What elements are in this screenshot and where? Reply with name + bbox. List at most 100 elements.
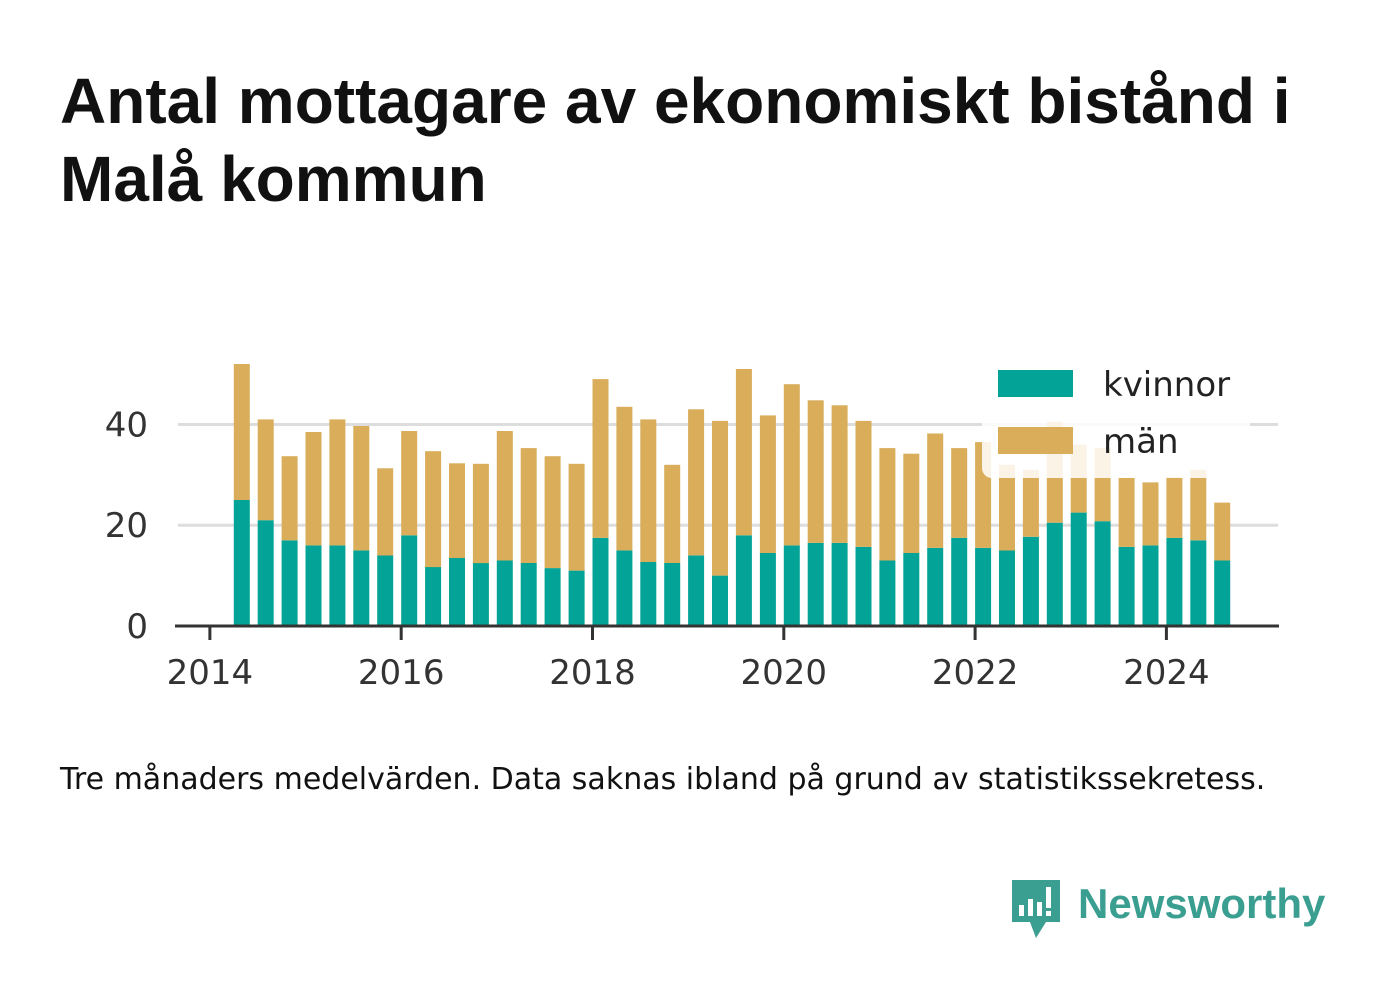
chart-title: Antal mottagare av ekonomiskt bistånd i … — [60, 65, 1291, 215]
bar-man — [903, 453, 920, 553]
bar-man — [927, 433, 944, 548]
bar-man — [879, 448, 896, 561]
bar-man — [1118, 477, 1135, 547]
x-tick-label: 2022 — [932, 653, 1019, 693]
bar-man — [688, 409, 705, 556]
bar-kvinnor — [927, 547, 944, 626]
bar-kvinnor — [664, 563, 681, 626]
bar-kvinnor — [688, 555, 705, 626]
bar-kvinnor — [1022, 536, 1039, 626]
bar-man — [783, 384, 800, 546]
legend-swatch-man — [998, 427, 1073, 454]
bar-man — [377, 468, 394, 556]
bar-kvinnor — [520, 563, 537, 626]
bar-man — [592, 379, 609, 538]
x-tick-label: 2020 — [741, 653, 828, 693]
stacked-bar-chart: 0 20 40 2014 2016 2018 2020 2022 2024 kvinnor mä… — [104, 356, 1279, 693]
bar-man — [472, 463, 489, 564]
bar-kvinnor — [401, 535, 418, 626]
bar-man — [1190, 469, 1207, 541]
bar-man — [233, 364, 250, 500]
bar-man — [281, 456, 298, 541]
bar-kvinnor — [472, 563, 489, 626]
bar-man — [759, 415, 776, 553]
bar-kvinnor — [951, 537, 968, 626]
bar-kvinnor — [425, 567, 442, 626]
bar-man — [568, 463, 585, 571]
bar-man — [616, 406, 633, 551]
bar-kvinnor — [1214, 560, 1231, 626]
bar-man — [664, 464, 681, 563]
bar-kvinnor — [1046, 522, 1063, 626]
bar-man — [257, 419, 274, 521]
newsworthy-logo: Newsworthy — [1010, 878, 1325, 940]
bar-kvinnor — [999, 550, 1015, 626]
legend: kvinnor män — [982, 356, 1250, 478]
bar-kvinnor — [568, 570, 585, 626]
bar-man — [735, 369, 752, 536]
x-tick-label: 2018 — [549, 653, 636, 693]
bar-kvinnor — [903, 552, 920, 626]
x-tick-label: 2024 — [1123, 653, 1210, 693]
y-tick-label: 20 — [105, 506, 148, 546]
legend-label-man: män — [1103, 422, 1179, 462]
legend-label-kvinnor: kvinnor — [1103, 365, 1230, 405]
bar-kvinnor — [592, 537, 609, 626]
bar-kvinnor — [449, 558, 465, 626]
bar-kvinnor — [831, 542, 848, 626]
y-axis-ticks: 0 20 40 — [105, 405, 148, 647]
bar-kvinnor — [544, 568, 561, 626]
bar-man — [640, 419, 657, 562]
bar-kvinnor — [305, 545, 322, 626]
bar-kvinnor — [377, 555, 394, 626]
bar-kvinnor — [783, 545, 800, 626]
bar-man — [425, 451, 442, 568]
newsworthy-bar-chart-speech-bubble-icon — [1012, 880, 1060, 938]
bar-man — [712, 420, 728, 576]
bar-kvinnor — [759, 552, 776, 626]
bar-kvinnor — [1070, 512, 1087, 626]
bar-man — [329, 419, 346, 546]
bar-kvinnor — [1118, 546, 1135, 626]
bar-kvinnor — [1094, 521, 1111, 626]
bar-kvinnor — [616, 550, 633, 626]
bar-kvinnor — [712, 575, 728, 626]
bar-man — [807, 400, 824, 543]
bar-kvinnor — [353, 550, 370, 626]
bar-kvinnor — [855, 546, 872, 626]
bar-man — [353, 426, 370, 551]
bar-kvinnor — [1166, 537, 1183, 626]
brand-name: Newsworthy — [1078, 880, 1326, 927]
bar-man — [305, 432, 322, 546]
bar-man — [1022, 469, 1039, 537]
bar-man — [1142, 482, 1159, 546]
bar-kvinnor — [496, 560, 513, 626]
bar-kvinnor — [735, 535, 752, 626]
legend-swatch-kvinnor — [998, 370, 1073, 397]
bar-kvinnor — [640, 562, 657, 626]
bar-man — [520, 448, 537, 563]
bar-man — [449, 463, 465, 558]
bar-man — [401, 431, 418, 536]
bar-kvinnor — [1190, 540, 1207, 626]
x-axis-ticks: 2014 2016 2018 2020 2022 2024 — [167, 626, 1210, 693]
chart-footnote: Tre månaders medelvärden. Data saknas ib… — [60, 762, 1266, 797]
bar-man — [831, 405, 848, 543]
bar-man — [544, 456, 561, 569]
bar-kvinnor — [233, 500, 250, 626]
x-tick-label: 2014 — [167, 653, 254, 693]
bar-man — [999, 464, 1015, 551]
bar-kvinnor — [975, 547, 992, 626]
bar-man — [1214, 502, 1231, 561]
bar-man — [855, 420, 872, 547]
bar-kvinnor — [257, 520, 274, 626]
bar-kvinnor — [329, 545, 346, 626]
bar-kvinnor — [807, 542, 824, 626]
bar-man — [1166, 477, 1183, 538]
y-tick-label: 40 — [105, 405, 148, 445]
bar-kvinnor — [1142, 545, 1159, 626]
x-tick-label: 2016 — [358, 653, 445, 693]
y-tick-label: 0 — [126, 607, 148, 647]
bar-man — [951, 448, 968, 538]
bar-kvinnor — [281, 540, 298, 626]
